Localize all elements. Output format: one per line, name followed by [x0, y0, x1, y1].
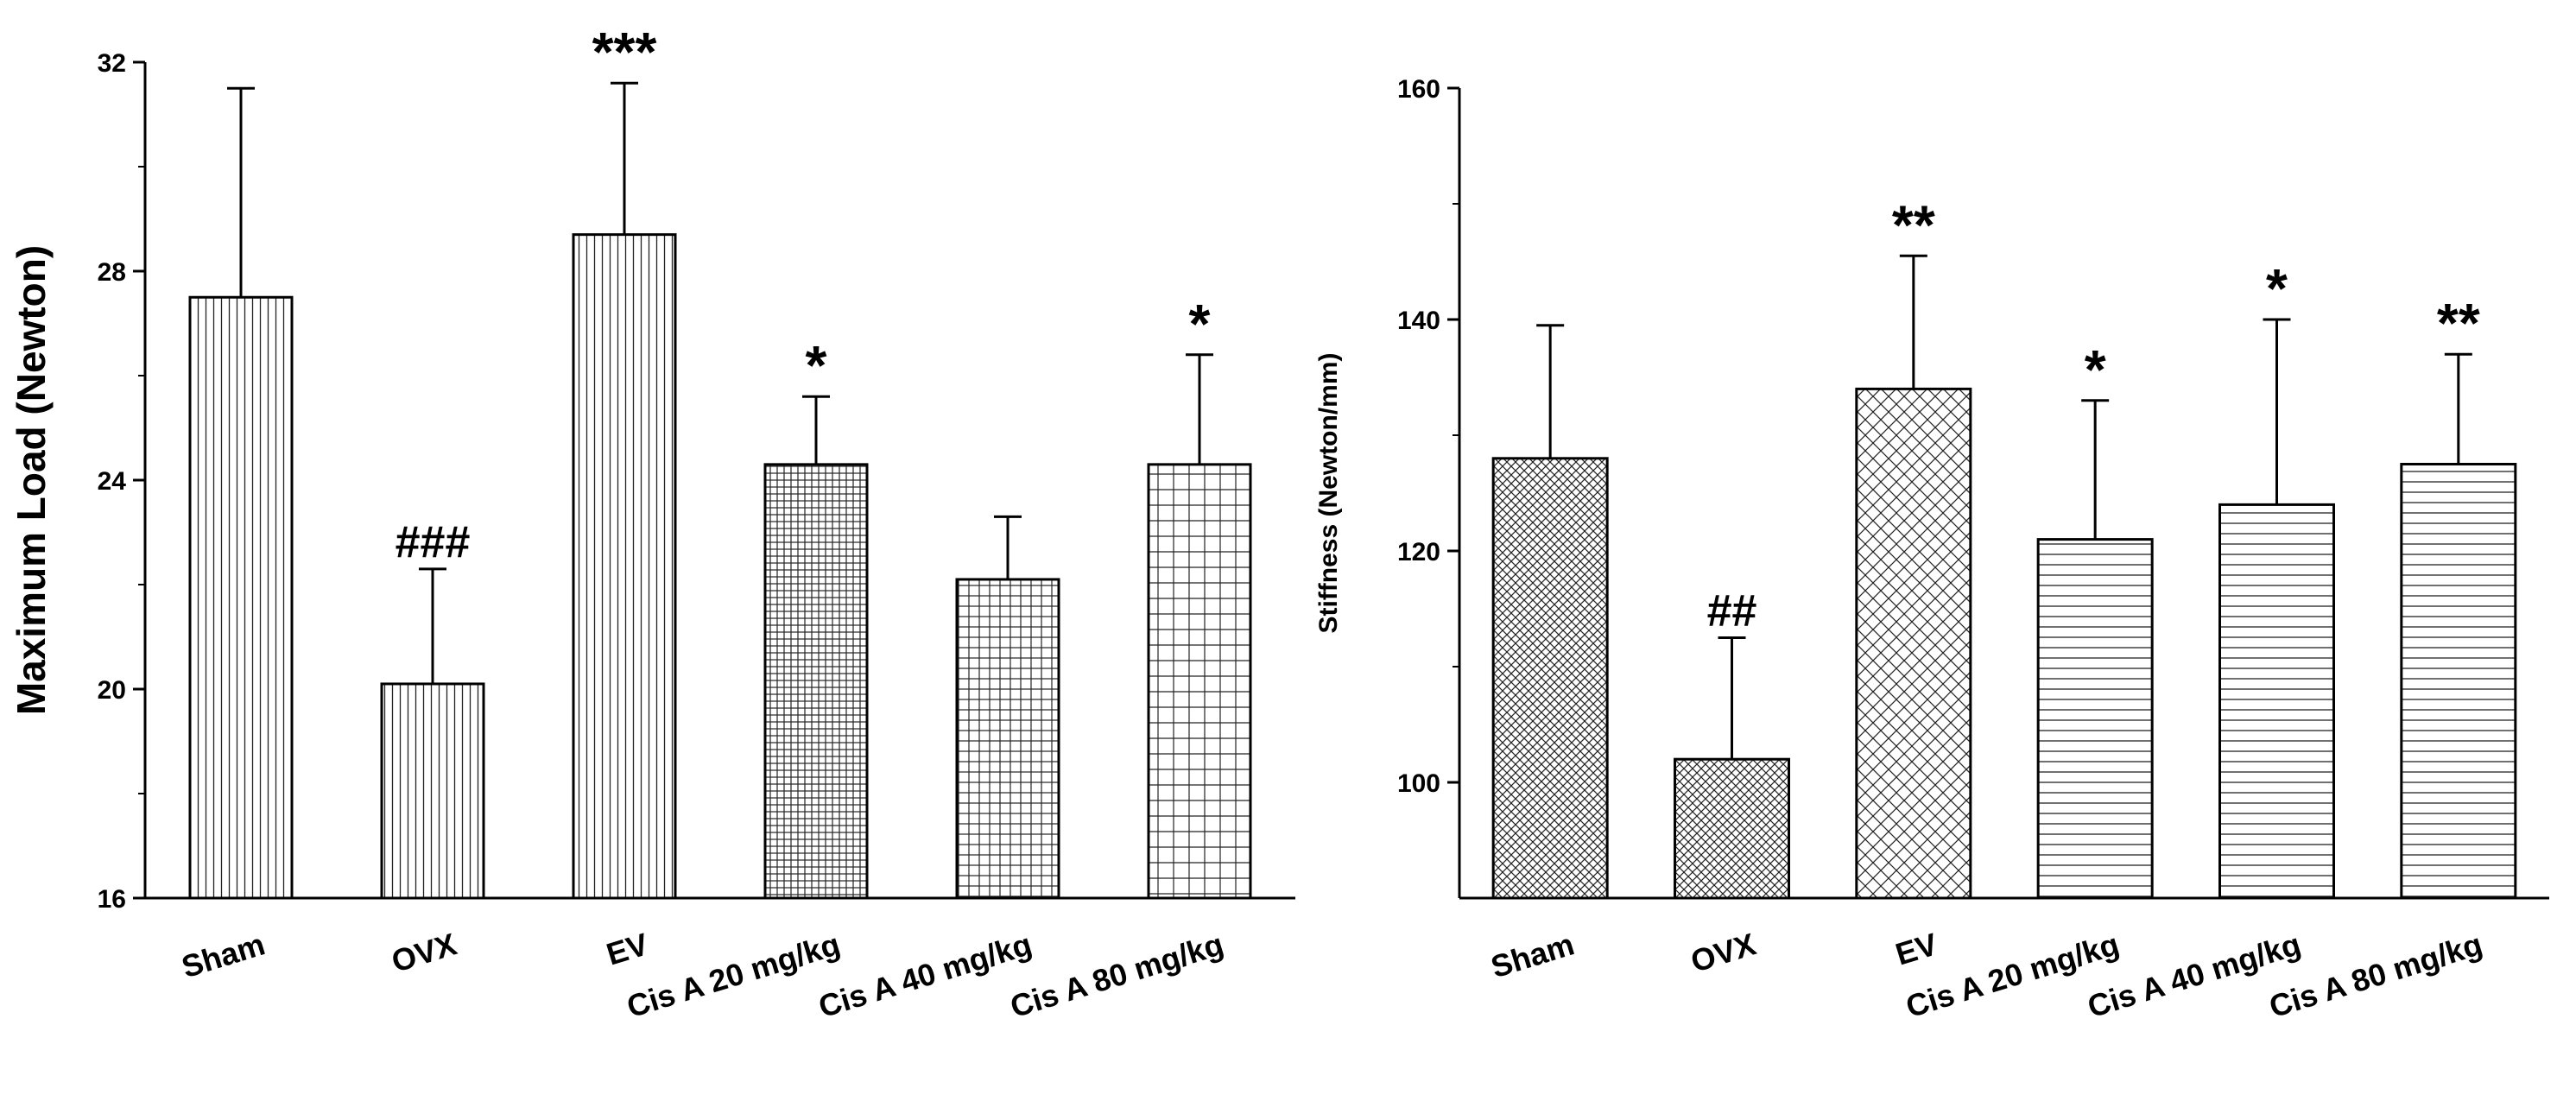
significance-label: *: [1189, 293, 1211, 355]
bar: [1674, 757, 1790, 900]
bar: [1491, 457, 1609, 900]
maximum-load-chart: 16 20 24 28 32 Maximum Load (Newton) Sham ### OV…: [9, 21, 1295, 1024]
y-tick-label: 100: [1397, 769, 1440, 798]
bar: [2400, 463, 2517, 900]
x-tick-label: Sham: [178, 926, 269, 984]
significance-label: **: [2437, 292, 2480, 354]
y-tick-label: 16: [98, 885, 126, 914]
bar: [955, 578, 1060, 900]
y-axis-label: Maximum Load (Newton): [9, 245, 54, 715]
x-tick-label: Cis A 40 mg/kg: [814, 926, 1035, 1024]
bar: [1855, 387, 1972, 900]
bar: [572, 233, 677, 900]
significance-label: *: [2266, 257, 2288, 320]
bar: [380, 682, 485, 900]
x-tick-label: EV: [1891, 926, 1941, 971]
bar: [2036, 538, 2154, 900]
significance-label: ***: [592, 21, 657, 83]
bar: [1147, 463, 1252, 900]
y-tick-label: 120: [1397, 538, 1440, 566]
x-tick-label: OVX: [388, 926, 461, 978]
bar: [188, 295, 294, 900]
y-tick-label: 140: [1397, 307, 1440, 335]
significance-label: ##: [1707, 586, 1757, 636]
significance-label: **: [1892, 193, 1935, 256]
y-tick-label: 32: [98, 49, 126, 78]
significance-label: *: [2085, 339, 2106, 401]
x-tick-label: Sham: [1487, 926, 1579, 984]
bar: [2218, 503, 2335, 900]
y-tick-label: 28: [98, 258, 126, 287]
y-tick-label: 160: [1397, 75, 1440, 104]
y-tick-label: 20: [98, 676, 126, 705]
significance-label: ###: [396, 517, 471, 567]
stiffness-chart: 100 120 140 160 Stiffness (Newton/mm) Sham ## O…: [1314, 75, 2549, 1024]
y-tick-label: 24: [98, 467, 127, 496]
y-axis-label: Stiffness (Newton/mm): [1314, 352, 1343, 633]
x-tick-label: OVX: [1687, 926, 1760, 978]
x-tick-label: Cis A 20 mg/kg: [623, 926, 844, 1024]
bar: [763, 463, 869, 900]
significance-label: *: [806, 334, 827, 396]
x-tick-label: EV: [602, 926, 652, 971]
x-tick-label: Cis A 80 mg/kg: [1006, 926, 1227, 1024]
